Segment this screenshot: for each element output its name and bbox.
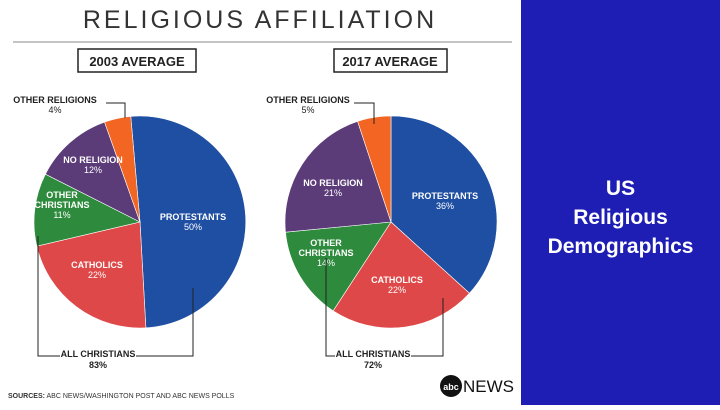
group-label-bg xyxy=(335,350,411,359)
slice-label-no-religion: NO RELIGION 21% xyxy=(303,178,363,198)
pie-slice-no-religion xyxy=(44,121,141,223)
leader-line xyxy=(106,102,126,118)
side-title-line: Demographics xyxy=(547,235,694,258)
pie-slice-catholics xyxy=(332,221,470,329)
svg-text:NEWS: NEWS xyxy=(463,377,514,396)
pie-chart-2003-average: 2003 AVERAGE PROTESTANTS 50% CATHOLICS 22% OT… xyxy=(13,48,247,370)
slice-label-catholics: CATHOLICS 22% xyxy=(71,260,123,280)
side-title-line: US xyxy=(605,177,636,200)
pie-slice-other-christians xyxy=(33,173,141,247)
all-christians-value: 83% xyxy=(89,360,107,370)
pie-charts: 2003 AVERAGE PROTESTANTS 50% CATHOLICS 22% OT… xyxy=(13,48,498,370)
chart-subtitle: 2003 AVERAGE xyxy=(89,54,185,69)
chart-title: RELIGIOUS AFFILIATION xyxy=(83,6,437,34)
all-christians-label: ALL CHRISTIANS xyxy=(336,349,411,359)
slice-label-other-christians: OTHER CHRISTIANS 11% xyxy=(34,190,89,220)
religious-affiliation-chart: RELIGIOUS AFFILIATION 2003 AVERAGE PROTES… xyxy=(8,6,514,400)
svg-text:abc: abc xyxy=(443,382,459,392)
chart-subtitle: 2017 AVERAGE xyxy=(342,54,438,69)
pie-slice-other-christians xyxy=(285,221,392,312)
slice-label-protestants: PROTESTANTS 50% xyxy=(160,212,226,232)
all-christians-label: ALL CHRISTIANS xyxy=(61,349,136,359)
group-label-bg xyxy=(60,350,136,359)
pie-slice-catholics xyxy=(36,221,147,329)
slice-label-protestants: PROTESTANTS 36% xyxy=(412,191,478,211)
all-christians-value: 72% xyxy=(364,360,382,370)
slice-label-catholics: CATHOLICS 22% xyxy=(371,275,423,295)
source-note: SOURCES: ABC NEWS/WASHINGTON POST AND AB… xyxy=(8,393,235,400)
side-panel: US Religious Demographics xyxy=(521,0,720,405)
leader-line xyxy=(354,102,375,124)
chart-subtitle-box xyxy=(77,48,197,73)
pie-slice-protestants xyxy=(390,115,498,294)
side-panel-title: US Religious Demographics xyxy=(548,174,694,261)
pie-chart-2017-average: 2017 AVERAGE PROTESTANTS 36% CATHOLICS 22% OT… xyxy=(266,48,498,370)
pie-slice-no-religion xyxy=(284,121,392,233)
chart-subtitle-box xyxy=(333,48,448,73)
pie-slice-other-religions xyxy=(104,116,141,223)
abc-news-logo: abc NEWS xyxy=(440,375,514,397)
infographic: RELIGIOUS AFFILIATION 2003 AVERAGE PROTES… xyxy=(8,6,514,400)
side-title-line: Religious xyxy=(573,206,668,229)
slice-label-no-religion: NO RELIGION 12% xyxy=(63,155,123,175)
slice-label-other-religions: OTHER RELIGIONS 5% xyxy=(266,95,350,115)
slice-label-other-religions: OTHER RELIGIONS 4% xyxy=(13,95,97,115)
pie-slice-protestants xyxy=(130,115,247,329)
